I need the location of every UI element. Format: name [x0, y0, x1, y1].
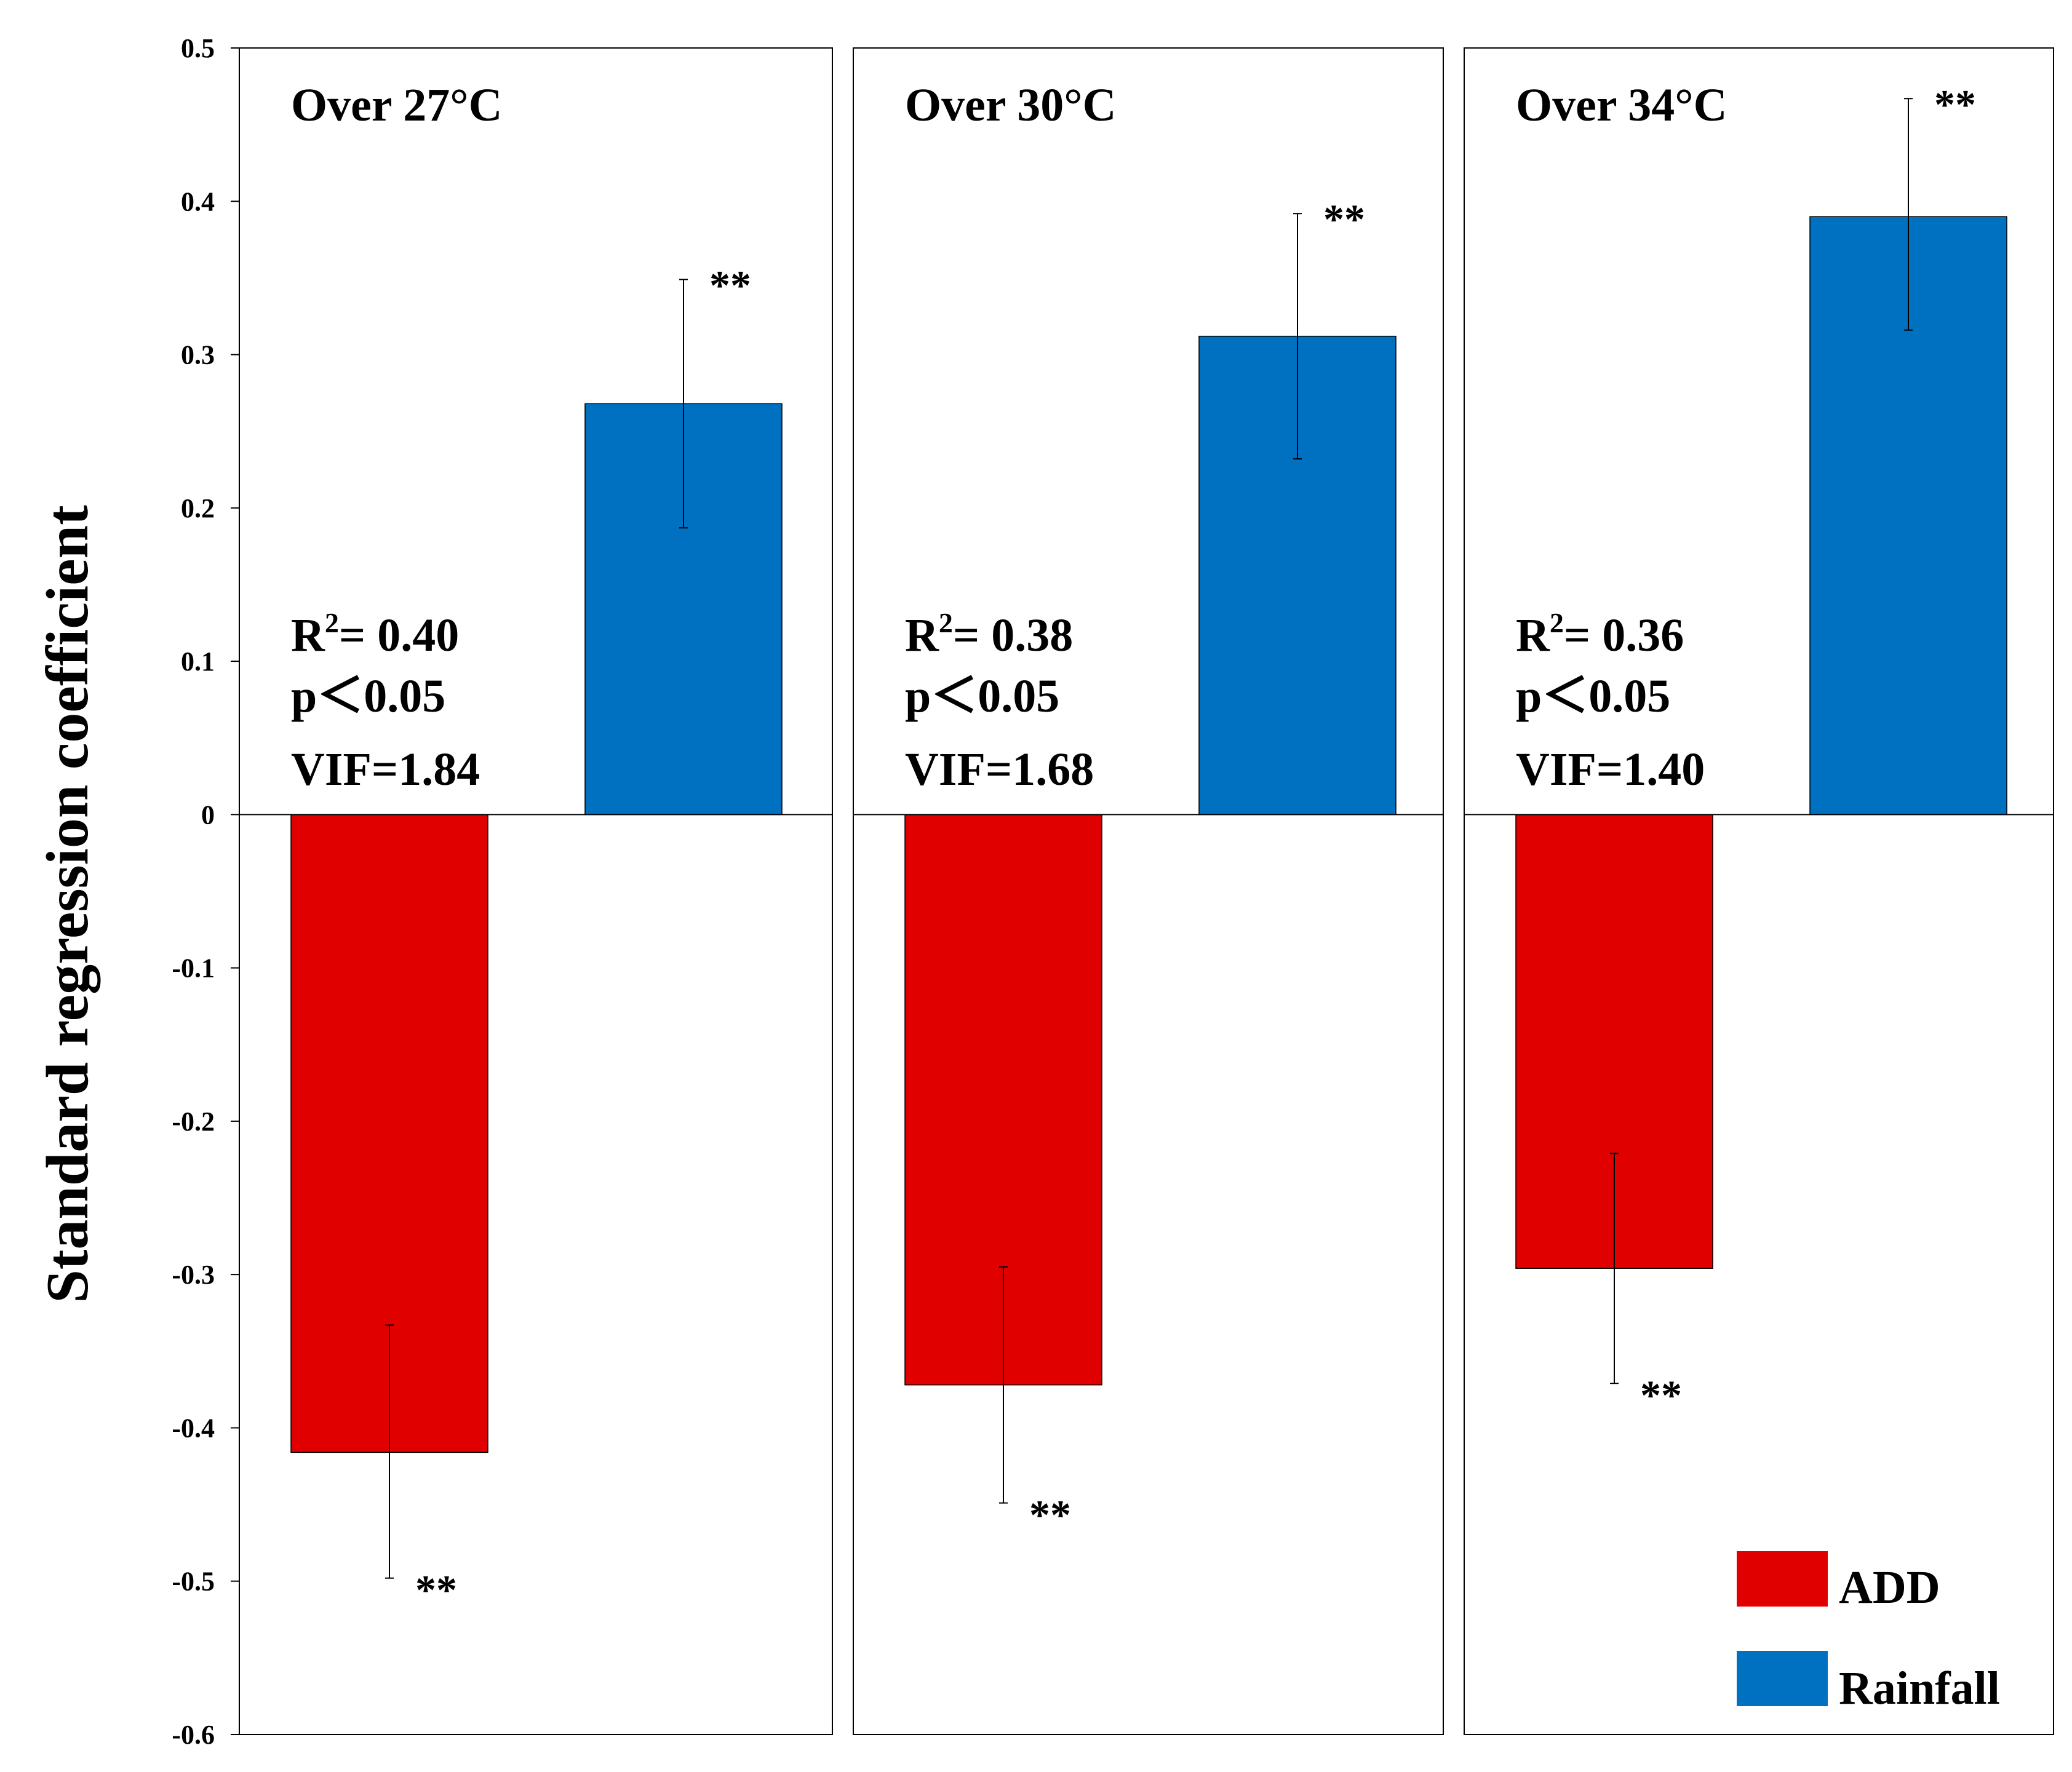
significance-marker: **: [1029, 1492, 1071, 1538]
y-tick-label: 0: [201, 800, 215, 830]
r-squared-value: = 0.38: [953, 610, 1073, 661]
r-squared-value: = 0.36: [1564, 610, 1684, 661]
vif-label: VIF=1.40: [1516, 744, 1705, 795]
significance-marker: **: [1323, 196, 1365, 242]
y-tick-label: 0.2: [181, 493, 215, 523]
panel-1: Over 27°C R2= 0.40 p＜0.05 VIF=1.84 ** **: [239, 47, 833, 1735]
r-squared-symbol: R: [291, 610, 325, 661]
vif-label: VIF=1.84: [291, 744, 480, 795]
y-tick-label: -0.3: [172, 1260, 215, 1290]
panel-title: Over 34°C: [1516, 79, 1727, 131]
significance-marker: **: [709, 261, 751, 308]
panel-frame: [853, 47, 1444, 1735]
y-tick-label: 0.4: [181, 186, 215, 217]
r-squared-value: = 0.40: [339, 610, 459, 661]
y-tick-label: -0.5: [172, 1567, 215, 1597]
legend-label-add: ADD: [1839, 1562, 1940, 1613]
panel-frame: [1464, 47, 2054, 1735]
p-value-label: p＜0.05: [905, 670, 1059, 722]
vif-label: VIF=1.68: [905, 744, 1094, 795]
y-tick-label: -0.1: [172, 953, 215, 983]
r-squared-label: R2= 0.38: [905, 607, 1073, 661]
panel-frame: [239, 47, 833, 1735]
r-squared-superscript: 2: [325, 607, 339, 638]
r-squared-superscript: 2: [939, 607, 953, 638]
significance-marker: **: [1640, 1372, 1682, 1418]
y-tick-label: 0.1: [181, 646, 215, 677]
panels: Over 27°CR2= 0.40p＜0.05VIF=1.84****Over …: [239, 47, 2054, 1735]
y-axis: 0.5 0.4 0.3 0.2 0.1 0 -0.1 -0.2 -0.3 -0.4 -0.5 -0.6: [172, 33, 240, 1750]
significance-marker: **: [415, 1567, 457, 1613]
r-squared-label: R2= 0.36: [1516, 607, 1684, 661]
panel-title: Over 30°C: [905, 79, 1116, 131]
significance-marker: **: [1934, 81, 1976, 127]
y-tick-label: -0.6: [172, 1720, 215, 1750]
r-squared-symbol: R: [1516, 610, 1550, 661]
r-squared-label: R2= 0.40: [291, 607, 459, 661]
legend-swatch-add: [1737, 1551, 1828, 1607]
y-tick-label: 0.5: [181, 33, 215, 63]
y-axis-label: Standard regression coefficient: [34, 505, 101, 1303]
r-squared-superscript: 2: [1550, 607, 1564, 638]
y-tick-label: -0.2: [172, 1107, 215, 1137]
y-tick-label: 0.3: [181, 340, 215, 370]
p-value-label: p＜0.05: [1516, 670, 1670, 722]
p-value-label: p＜0.05: [291, 670, 445, 722]
panel-2: Over 30°C R2= 0.38 p＜0.05 VIF=1.68 ** **: [853, 47, 1444, 1735]
panel-3: Over 34°C R2= 0.36 p＜0.05 VIF=1.40 ** **: [1464, 47, 2054, 1735]
y-tick-label: -0.4: [172, 1413, 215, 1443]
r-squared-symbol: R: [905, 610, 939, 661]
legend-label-rainfall: Rainfall: [1839, 1663, 2000, 1714]
panel-title: Over 27°C: [291, 79, 502, 131]
legend: ADD Rainfall: [1737, 1551, 2000, 1714]
legend-swatch-rainfall: [1737, 1651, 1828, 1706]
